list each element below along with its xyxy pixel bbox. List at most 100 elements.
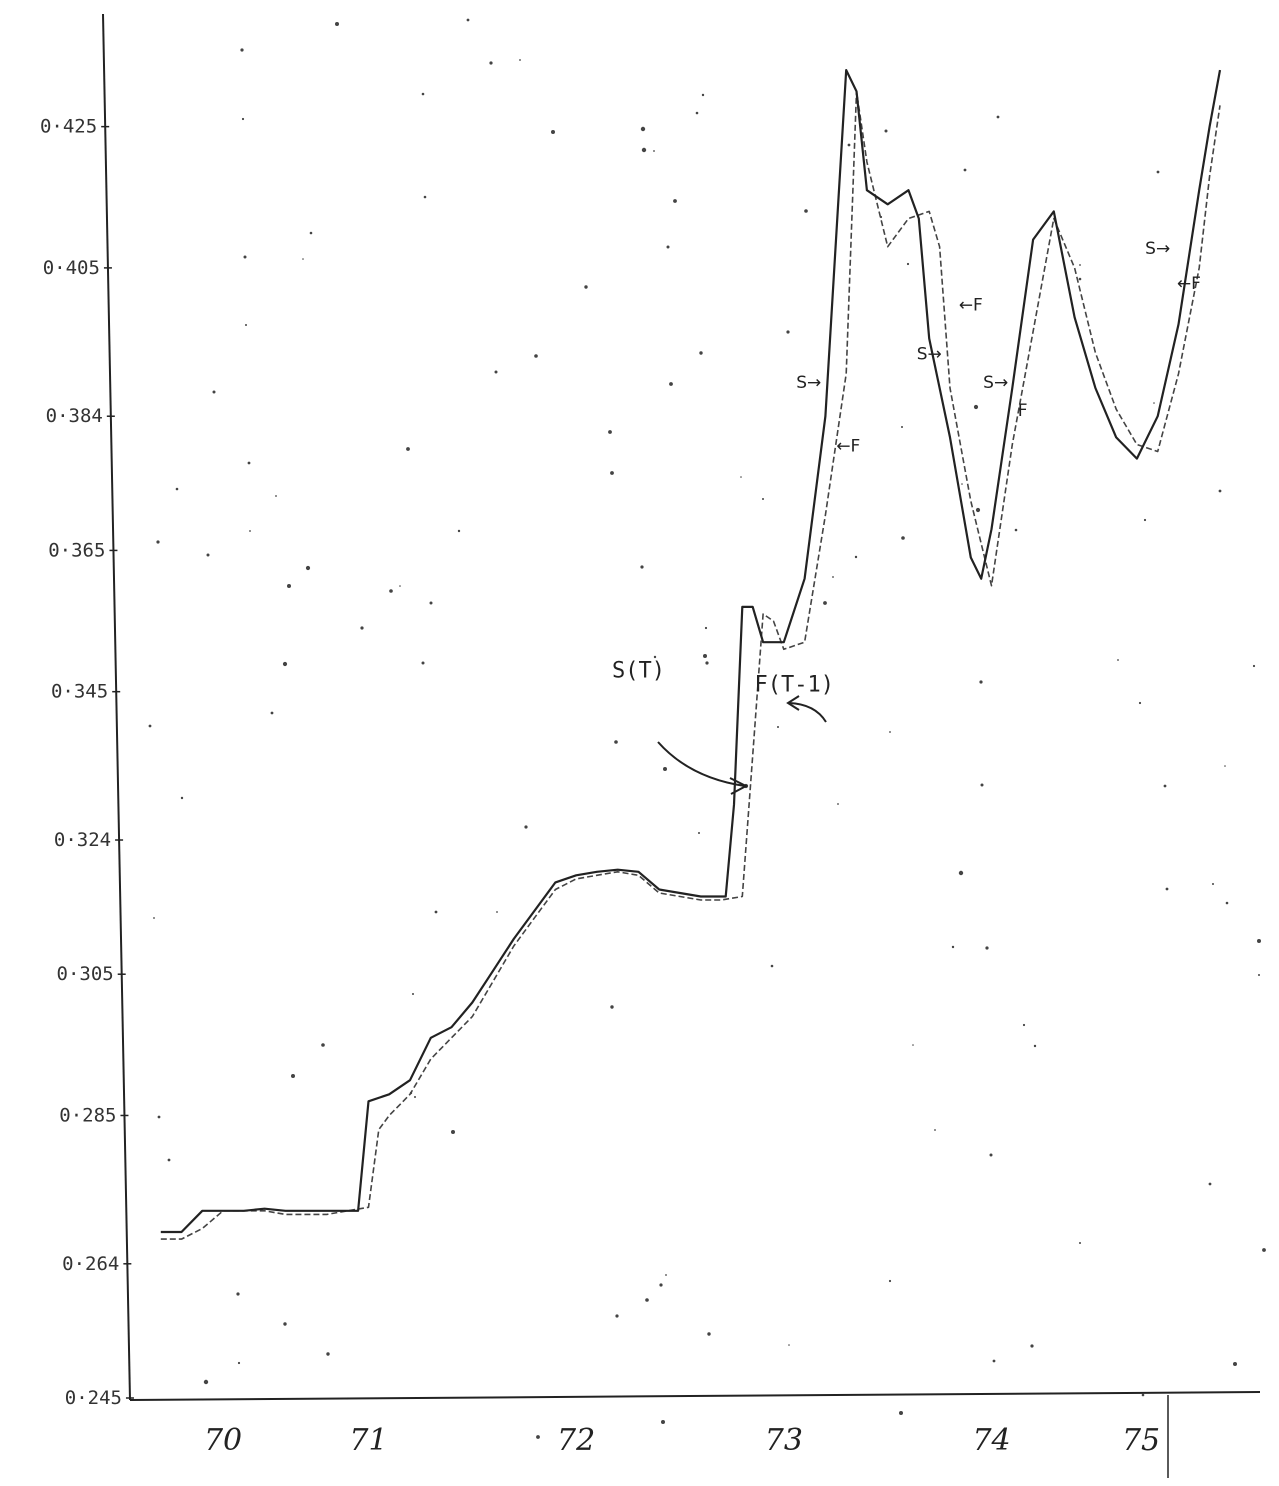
speck <box>961 483 963 485</box>
speck <box>519 59 521 61</box>
x-tick-label: 72 <box>557 1423 595 1458</box>
y-ticks: 0·245 0·264 0·285 0·305 0·324 0·345 0·365 0·384… <box>40 116 134 1409</box>
x-tick-label: 71 <box>349 1423 387 1458</box>
speck <box>614 740 618 744</box>
x-tick-label: 74 <box>972 1423 1010 1458</box>
speck <box>1022 1023 1026 1027</box>
speck <box>1079 264 1081 266</box>
speck <box>832 576 834 578</box>
speck <box>608 430 612 434</box>
speck <box>951 945 955 949</box>
speck <box>640 565 644 569</box>
speck <box>958 870 964 876</box>
speck <box>989 1153 993 1157</box>
speck <box>854 555 858 559</box>
speck <box>287 584 291 588</box>
speck <box>148 724 152 728</box>
speck <box>899 1411 903 1415</box>
speck <box>669 382 673 386</box>
speck <box>326 1352 330 1356</box>
speck <box>1258 974 1260 976</box>
speck <box>661 1420 665 1424</box>
speck <box>1138 701 1142 705</box>
annotation-label: S→ <box>1145 239 1170 259</box>
speck <box>212 390 216 394</box>
speck <box>698 832 700 834</box>
annotation-label: F <box>1018 401 1028 421</box>
speck <box>421 661 425 665</box>
speck <box>1030 1344 1034 1348</box>
speck <box>1165 887 1169 891</box>
speck <box>389 589 393 593</box>
speck <box>901 426 903 428</box>
speck <box>291 1074 295 1078</box>
speck <box>610 471 614 475</box>
series-line-s <box>160 68 1222 1234</box>
annotation-label: S(T) <box>612 659 665 684</box>
speck <box>979 680 983 684</box>
speck <box>704 626 708 630</box>
speck <box>247 461 251 465</box>
y-axis <box>102 13 131 1401</box>
speck <box>305 565 311 571</box>
speck <box>980 783 984 787</box>
speck <box>236 1292 240 1296</box>
speck <box>975 507 981 513</box>
speck <box>640 126 646 132</box>
speck <box>673 199 677 203</box>
speck <box>1079 1242 1081 1244</box>
x-ticks: 70 71 72 73 74 75 <box>204 1423 1160 1458</box>
speck <box>985 946 989 950</box>
speck <box>653 655 657 659</box>
speck <box>241 117 245 121</box>
y-tick-label: 0·384 <box>46 405 103 427</box>
y-tick-label: 0·425 <box>40 116 97 138</box>
annotation-arrow-s <box>657 741 746 787</box>
x-tick-label: 70 <box>204 1423 242 1458</box>
speck <box>466 18 470 22</box>
speck <box>837 803 839 805</box>
speck <box>536 1435 540 1439</box>
speck <box>889 731 891 733</box>
speck <box>912 1044 914 1046</box>
y-tick-label: 0·245 <box>65 1387 122 1409</box>
speck <box>705 661 709 665</box>
series-line-f <box>160 90 1221 1240</box>
speck <box>399 585 401 587</box>
speck <box>203 1379 209 1385</box>
speck <box>906 262 910 266</box>
speck <box>421 92 425 96</box>
y-tick-label: 0·324 <box>54 829 111 851</box>
speck <box>309 231 313 235</box>
speck <box>1014 528 1018 532</box>
speck <box>1218 489 1222 493</box>
speck <box>360 626 364 630</box>
y-tick-label: 0·405 <box>43 257 100 279</box>
speck <box>245 324 247 326</box>
speck <box>429 601 433 605</box>
speck <box>1262 1248 1266 1252</box>
speck <box>237 1361 241 1365</box>
speck <box>823 601 827 605</box>
speck <box>665 1274 667 1276</box>
speck <box>1233 1362 1237 1366</box>
speck <box>1143 518 1147 522</box>
speck <box>992 1359 996 1363</box>
speck <box>1033 1044 1037 1048</box>
speck <box>963 168 967 172</box>
annotations: S(T) F(T-1) S→ ←F ←F S→ S→ F S→ ←F <box>612 239 1201 698</box>
speck <box>1163 784 1167 788</box>
speck <box>703 654 707 658</box>
x-tick-label: 73 <box>765 1423 803 1458</box>
speck <box>412 993 414 995</box>
speck <box>496 911 498 913</box>
speck <box>489 61 493 65</box>
speck <box>156 540 160 544</box>
speck <box>701 93 705 97</box>
speck <box>551 130 555 134</box>
speck <box>1153 402 1155 404</box>
speck <box>653 150 655 152</box>
annotation-label: S→ <box>917 345 942 365</box>
speck <box>283 1322 287 1326</box>
annotation-label: S→ <box>983 373 1008 393</box>
